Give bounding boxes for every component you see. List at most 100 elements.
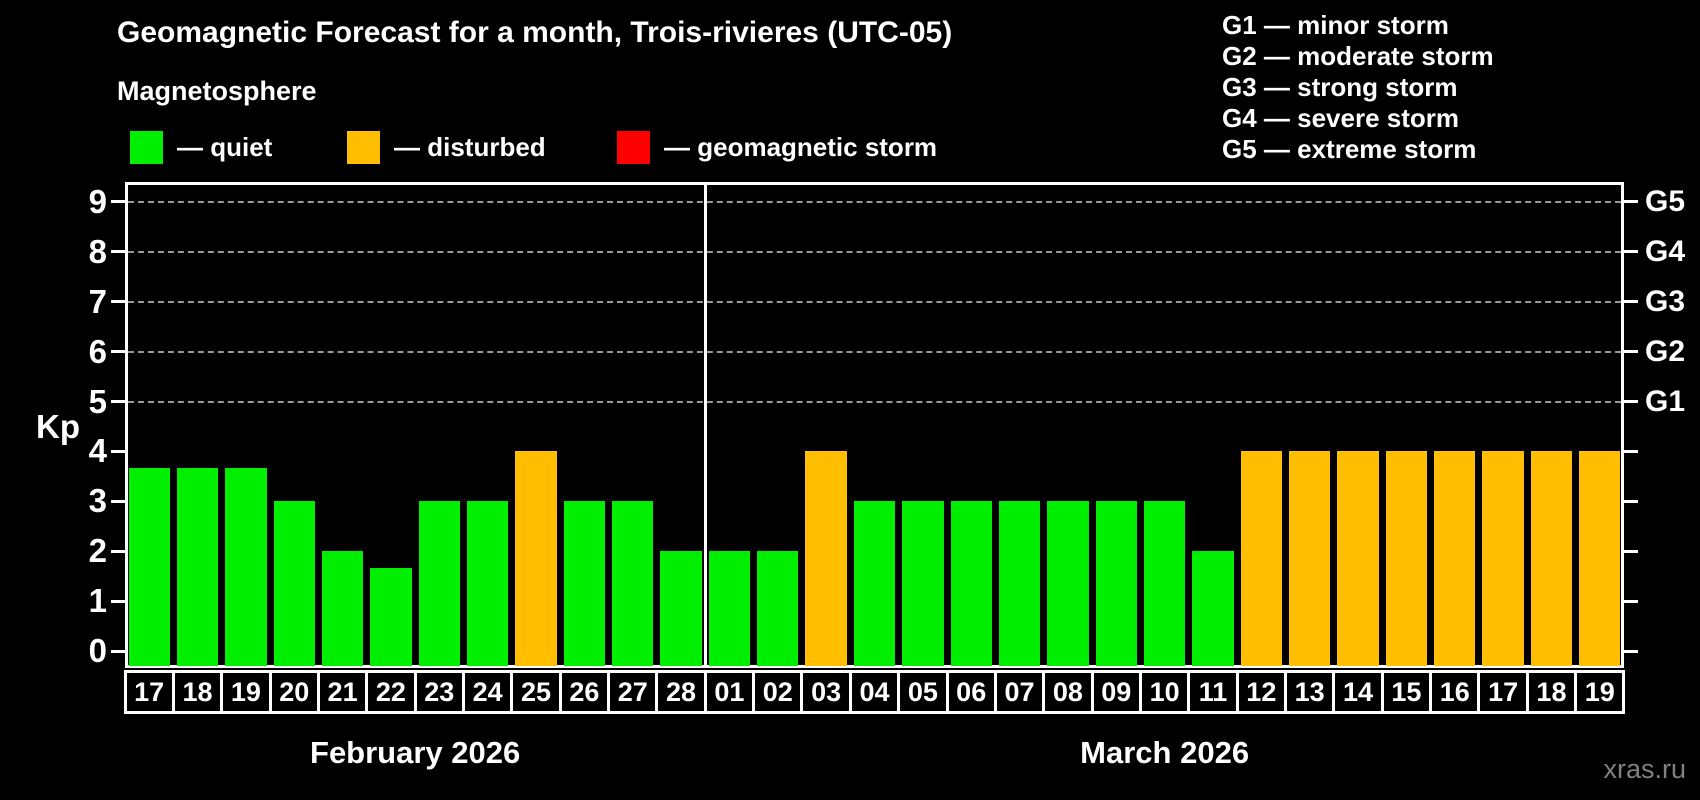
kp-bar — [660, 551, 702, 666]
kp-bar — [1047, 501, 1089, 666]
g-level-label: G2 — [1645, 334, 1686, 368]
day-label-box: 17 — [123, 670, 175, 714]
g-level-label: G3 — [1645, 284, 1686, 318]
day-label-box: 18 — [1525, 670, 1578, 714]
right-axis-tick — [1624, 599, 1638, 603]
y-axis-tick — [111, 549, 125, 553]
g-scale-legend: G1 — minor storm G2 — moderate storm G3 … — [1222, 10, 1494, 165]
grid-line — [128, 250, 1621, 253]
day-label-box: 15 — [1380, 670, 1433, 714]
kp-bar — [1289, 451, 1331, 666]
kp-bar — [757, 551, 799, 666]
day-label-box: 14 — [1332, 670, 1384, 714]
day-label-box: 21 — [316, 670, 369, 714]
g-level-label: G4 — [1645, 234, 1686, 268]
kp-bar — [1192, 551, 1234, 666]
g-legend-line: G4 — severe storm — [1222, 103, 1460, 133]
kp-bar — [418, 501, 460, 666]
kp-bar — [1240, 451, 1282, 666]
day-label-box: 17 — [1477, 670, 1529, 714]
watermark-xras: xras.ru — [1603, 754, 1686, 784]
g-legend-line: G3 — strong storm — [1222, 72, 1458, 102]
kp-bar — [466, 501, 509, 666]
day-label-box: 11 — [1187, 670, 1239, 714]
day-label-box: 16 — [1429, 670, 1481, 714]
legend-item-label: — geomagnetic storm — [664, 132, 938, 162]
kp-bar — [515, 451, 557, 666]
kp-bar — [1482, 451, 1524, 666]
quiet-color-swatch — [130, 131, 163, 164]
g-level-label: G1 — [1645, 384, 1686, 418]
right-axis-tick — [1624, 200, 1638, 204]
y-tick-label: 5 — [88, 382, 107, 420]
plot-frame — [125, 182, 1624, 668]
kp-bar — [176, 467, 219, 666]
day-label-box: 01 — [703, 670, 756, 714]
y-axis-tick — [111, 200, 125, 204]
y-axis-tick — [111, 649, 125, 653]
y-tick-label: 2 — [88, 532, 107, 570]
y-axis-tick — [111, 250, 125, 254]
right-axis-tick — [1624, 400, 1638, 403]
day-label-box: 09 — [1090, 670, 1142, 714]
y-tick-label: 6 — [88, 332, 107, 370]
day-label-box: 20 — [268, 670, 320, 714]
day-label-box: 03 — [800, 670, 852, 714]
day-label-box: 24 — [461, 670, 514, 714]
legend-item-storm: — geomagnetic storm — [617, 131, 937, 164]
right-axis-tick — [1624, 250, 1638, 254]
right-axis-tick — [1624, 499, 1638, 503]
g-legend-line: G1 — minor storm — [1222, 10, 1449, 40]
kp-bar — [225, 467, 267, 666]
day-label-box: 18 — [171, 670, 224, 714]
kp-bar — [1579, 451, 1621, 666]
legend-item-label: — disturbed — [394, 132, 546, 162]
y-tick-label: 3 — [88, 482, 107, 520]
right-axis-tick — [1624, 350, 1638, 354]
day-label-box: 22 — [365, 670, 417, 714]
g-legend-line: G2 — moderate storm — [1222, 41, 1494, 71]
kp-bar — [853, 501, 896, 666]
kp-bar — [321, 551, 364, 666]
month-label: February 2026 — [310, 735, 521, 770]
y-tick-label: 9 — [88, 182, 107, 220]
y-tick-label: 8 — [88, 232, 107, 270]
disturbed-color-swatch — [347, 131, 380, 164]
day-label-box: 23 — [413, 670, 465, 714]
grid-line — [128, 300, 1621, 303]
kp-axis-label: Kp — [36, 408, 80, 445]
y-axis-tick — [111, 449, 125, 453]
y-axis-tick — [111, 499, 125, 503]
kp-bar — [1143, 501, 1186, 666]
day-label-box: 27 — [607, 670, 659, 714]
kp-bar — [805, 451, 847, 666]
kp-bar — [370, 567, 412, 666]
legend-item-disturbed: — disturbed — [347, 131, 546, 164]
kp-bar — [950, 501, 992, 666]
day-label-box: 19 — [1574, 670, 1626, 714]
kp-bar — [1530, 451, 1573, 666]
day-label-box: 08 — [1042, 670, 1094, 714]
day-label-box: 02 — [752, 670, 804, 714]
g-legend-line: G5 — extreme storm — [1222, 134, 1477, 164]
kp-bar — [612, 501, 654, 666]
kp-bar — [1337, 451, 1379, 666]
day-label-box: 28 — [655, 670, 707, 714]
y-axis-tick — [111, 350, 125, 354]
grid-line — [128, 350, 1621, 353]
day-label-box: 19 — [220, 670, 272, 714]
kp-bar — [563, 501, 606, 666]
legend-item-label: — quiet — [177, 132, 273, 162]
day-label-box: 06 — [945, 670, 997, 714]
y-axis-tick — [111, 599, 125, 603]
month-separator — [703, 182, 707, 668]
day-label-box: 25 — [510, 670, 562, 714]
day-label-box: 26 — [558, 670, 611, 714]
kp-bar — [1095, 501, 1137, 666]
magnetosphere-legend-title: Magnetosphere — [117, 76, 317, 106]
y-tick-label: 4 — [88, 432, 107, 470]
kp-bar — [708, 551, 751, 666]
y-axis-tick — [111, 300, 125, 304]
right-axis-tick — [1624, 300, 1638, 304]
kp-bar — [902, 501, 944, 666]
